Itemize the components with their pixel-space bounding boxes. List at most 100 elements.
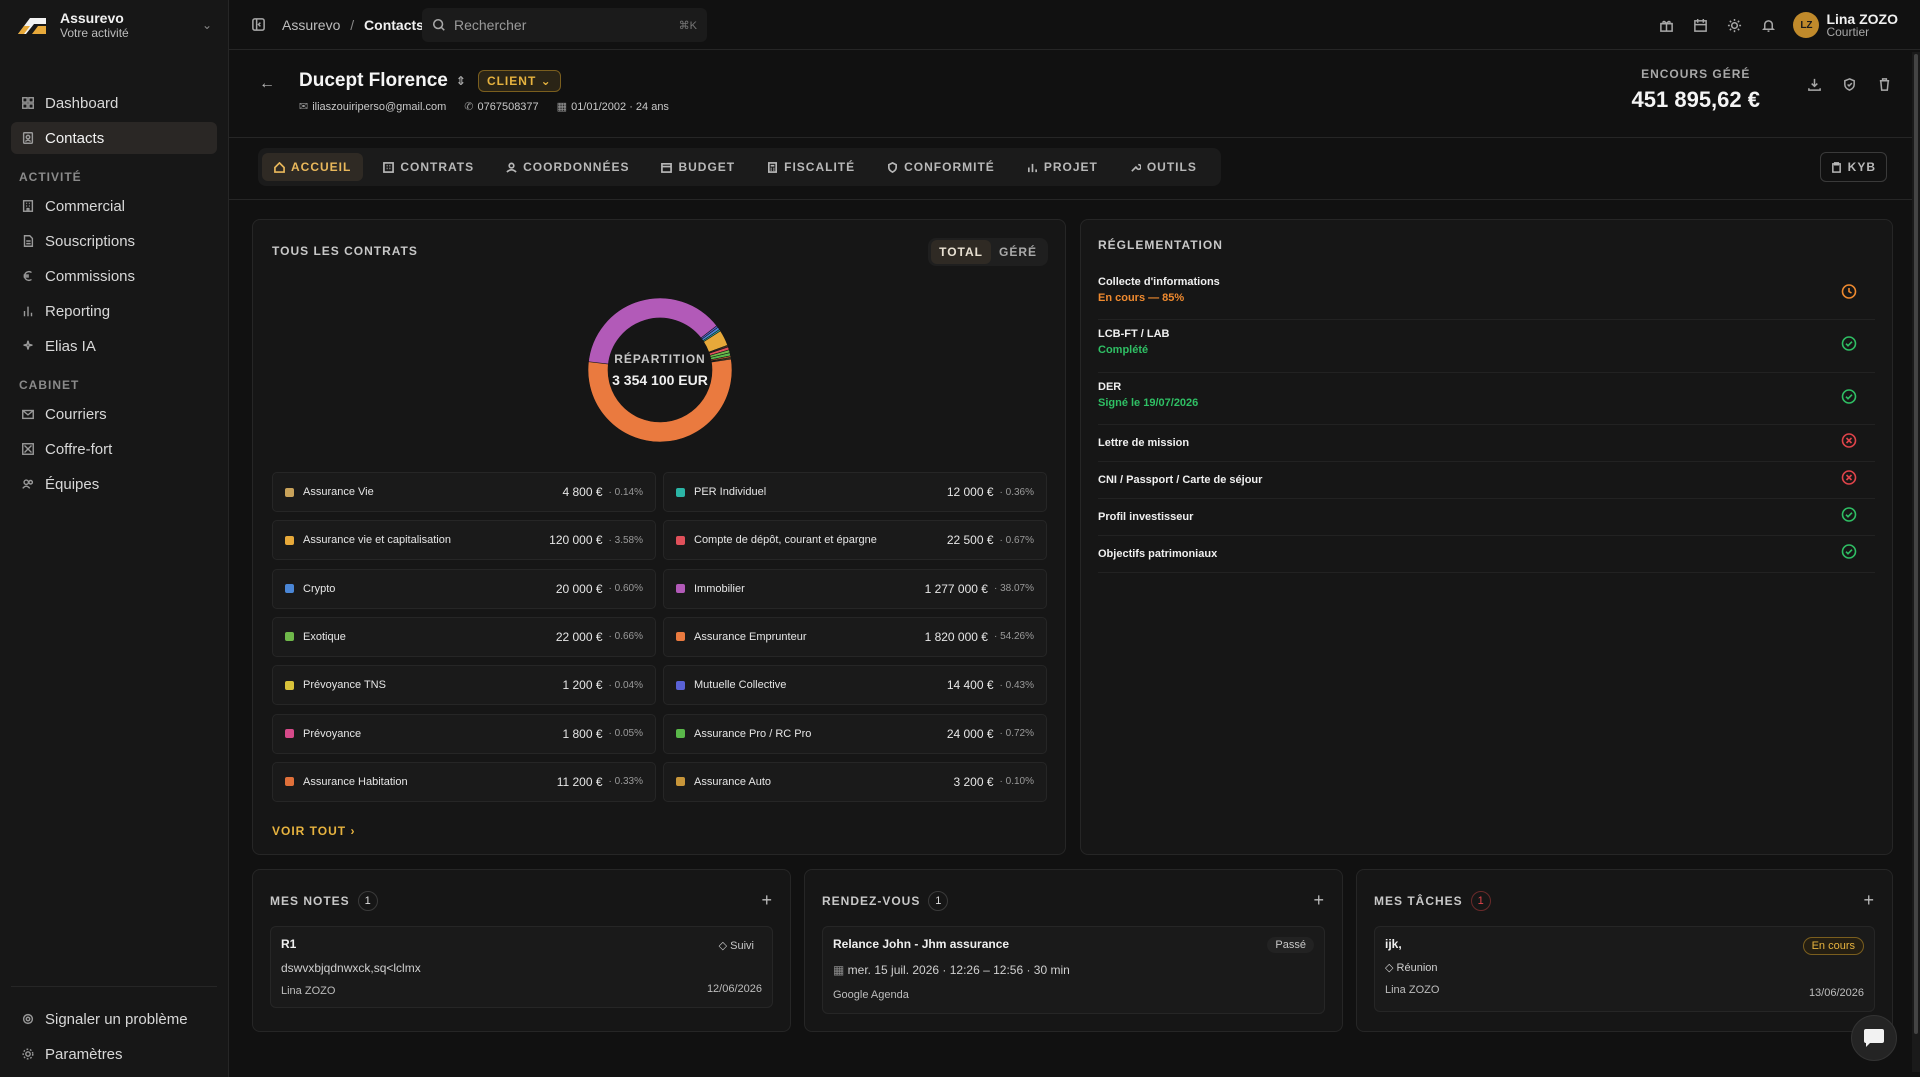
note-item[interactable]: R1 ◇ Suivi dswvxbjqdnwxck,sq<lclmx Lina … xyxy=(270,926,773,1008)
contract-row[interactable]: Compte de dépôt, courant et épargne 22 50… xyxy=(663,520,1047,561)
contract-name: Immobilier xyxy=(694,582,745,595)
contact-email[interactable]: ✉ iliaszouiriperso@gmail.com xyxy=(299,100,446,113)
toggle-total[interactable]: TOTAL xyxy=(931,240,991,264)
reglementation-item[interactable]: LCB-FT / LAB Complété xyxy=(1098,320,1875,373)
contract-row[interactable]: Crypto 20 000 € · 0.60% xyxy=(272,568,656,609)
search-placeholder: Rechercher xyxy=(454,17,527,33)
sidebar-item-settings[interactable]: Paramètres xyxy=(11,1038,217,1070)
contract-amount: 20 000 € xyxy=(555,581,603,596)
header-actions xyxy=(1807,77,1892,92)
add-rdv-button[interactable]: + xyxy=(1313,890,1324,910)
contracts-donut-chart xyxy=(587,297,733,443)
scrollbar-thumb[interactable] xyxy=(1914,54,1918,1034)
breadcrumb-root[interactable]: Assurevo xyxy=(282,16,341,33)
reglementation-item-title: Lettre de mission xyxy=(1098,437,1190,449)
chat-button[interactable] xyxy=(1851,1015,1897,1061)
sort-icon[interactable]: ⇕ xyxy=(455,74,466,88)
contract-row[interactable]: Assurance Emprunteur 1 820 000 € · 54.26% xyxy=(663,616,1047,657)
app-subtitle: Votre activité xyxy=(60,26,129,40)
sidebar-item-contacts[interactable]: Contacts xyxy=(11,122,217,154)
rdv-item[interactable]: Relance John - Jhm assurance Passé ▦ mer… xyxy=(822,926,1325,1014)
contract-row[interactable]: Prévoyance TNS 1 200 € · 0.04% xyxy=(272,665,656,706)
sidebar-item-commercial[interactable]: Commercial xyxy=(11,190,217,222)
sidebar-item-report-issue[interactable]: Signaler un problème xyxy=(11,1003,217,1035)
sidebar-item-elias-ia[interactable]: Elias IA xyxy=(11,330,217,362)
sidebar-item-label: Paramètres xyxy=(45,1045,123,1063)
contact-phone[interactable]: ✆ 0767508377 xyxy=(464,100,538,113)
back-arrow-icon[interactable]: ← xyxy=(259,75,275,92)
sidebar-item-commissions[interactable]: Commissions xyxy=(11,260,217,292)
reglementation-item[interactable]: Profil investisseur xyxy=(1098,499,1875,536)
donut-slice[interactable] xyxy=(587,358,733,443)
workspace-switcher[interactable]: Assurevo Votre activité ⌄ xyxy=(0,0,228,50)
bell-icon[interactable] xyxy=(1751,18,1785,33)
sidebar-item-souscriptions[interactable]: Souscriptions xyxy=(11,225,217,257)
contract-amount: 120 000 € xyxy=(549,533,603,548)
tab-contrats[interactable]: CONTRATS xyxy=(371,153,486,181)
sidebar-item-reporting[interactable]: Reporting xyxy=(11,295,217,327)
status-badge[interactable]: CLIENT ⌄ xyxy=(477,70,561,92)
contract-row[interactable]: Assurance Pro / RC Pro 24 000 € · 0.72% xyxy=(663,713,1047,754)
wrench-icon xyxy=(1131,163,1141,172)
contract-amount: 22 000 € xyxy=(555,629,603,644)
legend-swatch xyxy=(285,487,294,497)
building-icon xyxy=(22,200,34,212)
calendar-icon[interactable] xyxy=(1683,18,1717,33)
tab-accueil[interactable]: ACCUEIL xyxy=(262,153,364,181)
add-task-button[interactable]: + xyxy=(1863,890,1874,910)
reglementation-item-status-text: En cours — 85% xyxy=(1098,292,1185,304)
contract-row[interactable]: Immobilier 1 277 000 € · 38.07% xyxy=(663,568,1047,609)
rdv-item-title: Relance John - Jhm assurance xyxy=(833,937,1010,951)
rdv-status-badge: Passé xyxy=(1267,937,1314,953)
shield-icon xyxy=(888,161,898,173)
tab-fiscalite[interactable]: FISCALITÉ xyxy=(755,153,867,181)
download-icon[interactable] xyxy=(1807,77,1822,92)
reglementation-item[interactable]: DER Signé le 19/07/2026 xyxy=(1098,373,1875,425)
tab-coordonnees[interactable]: COORDONNÉES xyxy=(494,153,641,181)
trash-icon[interactable] xyxy=(1877,77,1892,92)
tab-conformite[interactable]: CONFORMITÉ xyxy=(875,153,1007,181)
voir-tout-link[interactable]: VOIR TOUT › xyxy=(272,824,356,838)
contract-name: Mutuelle Collective xyxy=(694,679,787,692)
legend-swatch xyxy=(676,487,685,497)
contact-name: Ducept Florence xyxy=(299,70,448,91)
gift-icon[interactable] xyxy=(1649,18,1683,33)
mail-icon xyxy=(22,409,34,420)
contract-row[interactable]: Assurance Habitation 11 200 € · 0.33% xyxy=(272,761,656,802)
contract-row[interactable]: Assurance Auto 3 200 € · 0.10% xyxy=(663,761,1047,802)
search-input[interactable]: Rechercher ⌘K xyxy=(422,8,707,42)
tab-projet[interactable]: PROJET xyxy=(1015,153,1110,181)
task-item[interactable]: ijk, En cours ◇ Réunion Lina ZOZO 13/06/… xyxy=(1374,926,1875,1012)
toggle-gere[interactable]: GÉRÉ xyxy=(998,245,1037,259)
sidebar-toggle-icon[interactable] xyxy=(251,17,266,32)
contract-row[interactable]: PER Individuel 12 000 € · 0.36% xyxy=(663,472,1047,512)
sidebar-item-dashboard[interactable]: Dashboard xyxy=(11,87,217,119)
contract-percent: · 54.26% xyxy=(993,631,1034,643)
reglementation-item[interactable]: CNI / Passport / Carte de séjour xyxy=(1098,462,1875,499)
kyb-button[interactable]: KYB xyxy=(1819,152,1887,182)
reglementation-item[interactable]: Collecte d'informations En cours — 85% xyxy=(1098,268,1875,320)
user-icon xyxy=(506,162,517,173)
task-tag-label: Réunion xyxy=(1396,962,1438,974)
contract-row[interactable]: Assurance Vie 4 800 € · 0.14% xyxy=(272,472,656,512)
sidebar: Assurevo Votre activité ⌄ Dashboard Cont… xyxy=(0,0,229,1077)
reglementation-item[interactable]: Lettre de mission xyxy=(1098,425,1875,462)
sidebar-item-courriers[interactable]: Courriers xyxy=(11,398,217,430)
contract-row[interactable]: Exotique 22 000 € · 0.66% xyxy=(272,616,656,657)
sun-icon[interactable] xyxy=(1717,18,1751,33)
contract-row[interactable]: Assurance vie et capitalisation 120 000 €… xyxy=(272,520,656,561)
shield-icon[interactable] xyxy=(1842,77,1857,92)
tab-outils[interactable]: OUTILS xyxy=(1118,153,1209,181)
sidebar-item-equipes[interactable]: Équipes xyxy=(11,468,217,500)
contract-name: Assurance Pro / RC Pro xyxy=(694,727,812,740)
reglementation-item[interactable]: Objectifs patrimoniaux xyxy=(1098,536,1875,573)
contract-row[interactable]: Prévoyance 1 800 € · 0.05% xyxy=(272,713,656,754)
tab-label: CONTRATS xyxy=(400,160,475,174)
user-menu[interactable]: LZ Lina ZOZO Courtier xyxy=(1793,12,1898,38)
sidebar-item-coffre-fort[interactable]: Coffre-fort xyxy=(11,433,217,465)
add-note-button[interactable]: + xyxy=(761,890,772,910)
tab-label: BUDGET xyxy=(678,160,736,174)
contract-row[interactable]: Mutuelle Collective 14 400 € · 0.43% xyxy=(663,665,1047,706)
tab-budget[interactable]: BUDGET xyxy=(649,153,747,181)
scrollbar[interactable] xyxy=(1912,52,1920,1072)
